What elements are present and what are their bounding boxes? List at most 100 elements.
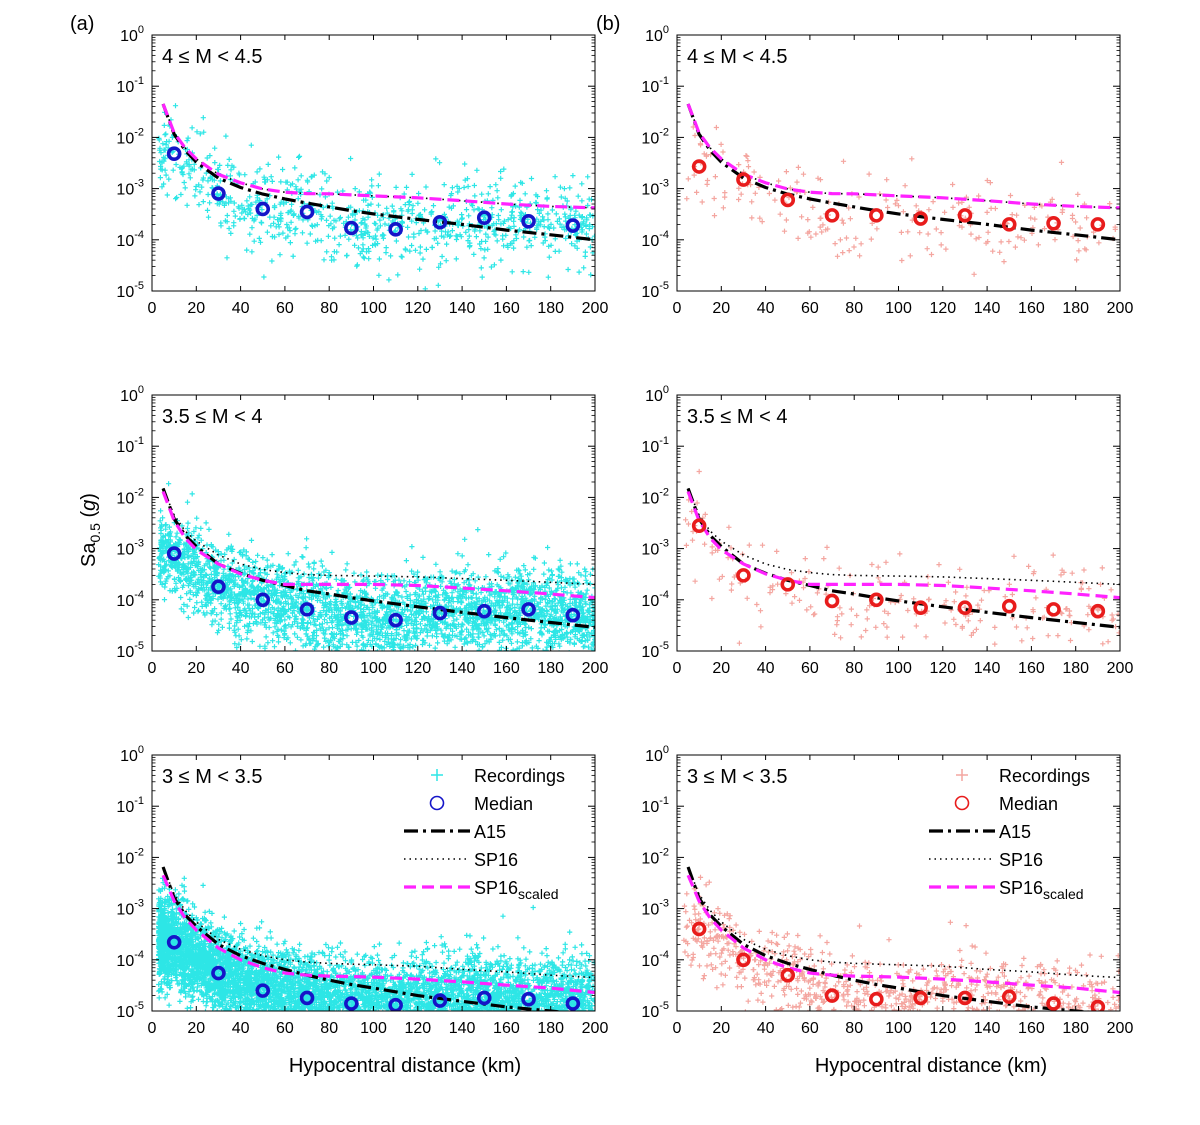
plot-frame [676,34,1121,292]
sp16-line [687,488,1120,586]
plot-area [156,103,595,291]
x-tick-label: 80 [845,660,863,677]
x-tick-label: 20 [187,300,205,317]
x-tick-label: 100 [885,660,912,677]
recordings-markers [156,103,595,291]
median-point [1090,999,1106,1011]
median-point [388,222,403,237]
y-tick-label: 10-3 [641,178,669,199]
x-tick-label: 160 [1018,660,1045,677]
median-point [344,996,359,1011]
panel-title: 4 ≤ M < 4.5 [687,46,787,68]
median-point [299,990,315,1006]
median-point [255,201,271,217]
x-tick-label: 80 [845,1020,863,1037]
y-tick-label: 10-3 [116,898,144,919]
panel-title: 3 ≤ M < 3.5 [162,766,262,788]
legend-label-recordings: Recordings [999,766,1090,786]
legend-median-marker [954,795,970,811]
recordings-scatter [683,468,1120,647]
median-point [565,607,581,623]
x-tick-label: 0 [148,660,157,677]
y-axis-title-sub: 0.5 [87,523,103,543]
x-tick-label: 80 [320,300,338,317]
x-tick-label: 100 [885,1020,912,1037]
x-tick-label: 0 [148,300,157,317]
median-point [432,993,448,1008]
x-tick-label: 0 [673,300,682,317]
y-tick-label: 10-3 [116,178,144,199]
y-tick-label: 10-2 [641,486,669,507]
x-tick-label: 160 [1018,1020,1045,1037]
a15-line [686,103,1120,242]
y-tick-label: 10-4 [116,589,144,610]
y-tick-label: 10-1 [641,795,669,816]
x-tick-label: 180 [537,1020,564,1037]
x-tick-label: 160 [1018,300,1045,317]
median-markers [166,934,581,1011]
x-tick-label: 20 [712,300,730,317]
x-tick-label: 160 [493,660,520,677]
y-tick-label: 10-4 [116,229,144,250]
y-tick-label: 100 [645,384,669,405]
chart-panel-a-top: 0 20 40 60 80 100 120 140 160 180 200 10-5 10-4 10-3 1… [116,24,608,317]
x-tick-label: 140 [449,660,476,677]
sp16-scaled-line [161,491,595,600]
sp16-line [162,488,595,586]
median-point [1046,216,1061,231]
sp16-scaled-line [686,491,1120,600]
y-tick-label: 10-2 [641,126,669,147]
x-tick-label: 60 [801,300,819,317]
x-axis-title-b: Hypocentral distance (km) [815,1055,1047,1077]
x-tick-label: 120 [404,300,431,317]
median-point [211,965,226,981]
x-tick-label: 200 [1107,1020,1134,1037]
sp16-scaled-line [161,103,595,210]
y-tick-label: 10-2 [116,126,144,147]
x-tick-label: 140 [974,660,1001,677]
x-tick-label: 140 [449,300,476,317]
x-tick-label: 60 [801,660,819,677]
x-tick-label: 160 [493,300,520,317]
median-point [476,990,492,1006]
median-point [780,967,796,983]
x-tick-label: 160 [493,1020,520,1037]
legend-recordings-marker [431,769,443,781]
recordings-scatter [684,124,1118,277]
median-point [691,159,707,174]
sp16-scaled-line [686,103,1120,210]
panel-tag-a: (a) [70,13,94,35]
x-tick-label: 180 [537,660,564,677]
x-tick-label: 100 [360,1020,387,1037]
y-tick-label: 10-5 [641,640,669,661]
panels: 0 20 40 60 80 100 120 140 160 180 20010-510-410-31… [116,24,1133,1037]
median-point [824,208,840,223]
legend-label-sp16: SP16 [474,850,518,870]
x-tick-label: 200 [1107,660,1134,677]
median-point [1090,603,1106,619]
x-tick-label: 20 [187,1020,205,1037]
recordings-scatter [681,874,1120,1011]
panel-title: 3.5 ≤ M < 4 [162,406,262,428]
legend: Recordings Median A15 SP16 SP16scaled [929,766,1090,902]
median-point [1001,217,1017,232]
x-tick-label: 60 [801,1020,819,1037]
median-point [432,214,448,230]
y-tick-label: 10-5 [116,1000,144,1021]
y-tick-label: 100 [645,24,669,45]
chart-panel-b-mid: 0 20 40 60 80 100 120 140 160 180 200 10-5 10-4 10-3 1… [641,384,1133,677]
recordings-markers [156,481,595,651]
median-point [344,610,359,625]
median-point [565,218,581,233]
median-point [780,577,796,592]
legend-label-median: Median [474,794,533,814]
legend-label-sp16: SP16 [999,850,1043,870]
sp16-line [162,103,595,209]
x-tick-label: 180 [1062,1020,1089,1037]
median-point [913,211,928,226]
chart-panel-b-top: 0 20 40 60 80 100 120 140 160 180 200 10-5 10-4 10-3 1… [641,24,1133,317]
y-tick-label: 100 [645,744,669,765]
x-tick-label: 0 [148,1020,157,1037]
x-tick-label: 20 [187,660,205,677]
y-tick-label: 10-4 [116,949,144,970]
